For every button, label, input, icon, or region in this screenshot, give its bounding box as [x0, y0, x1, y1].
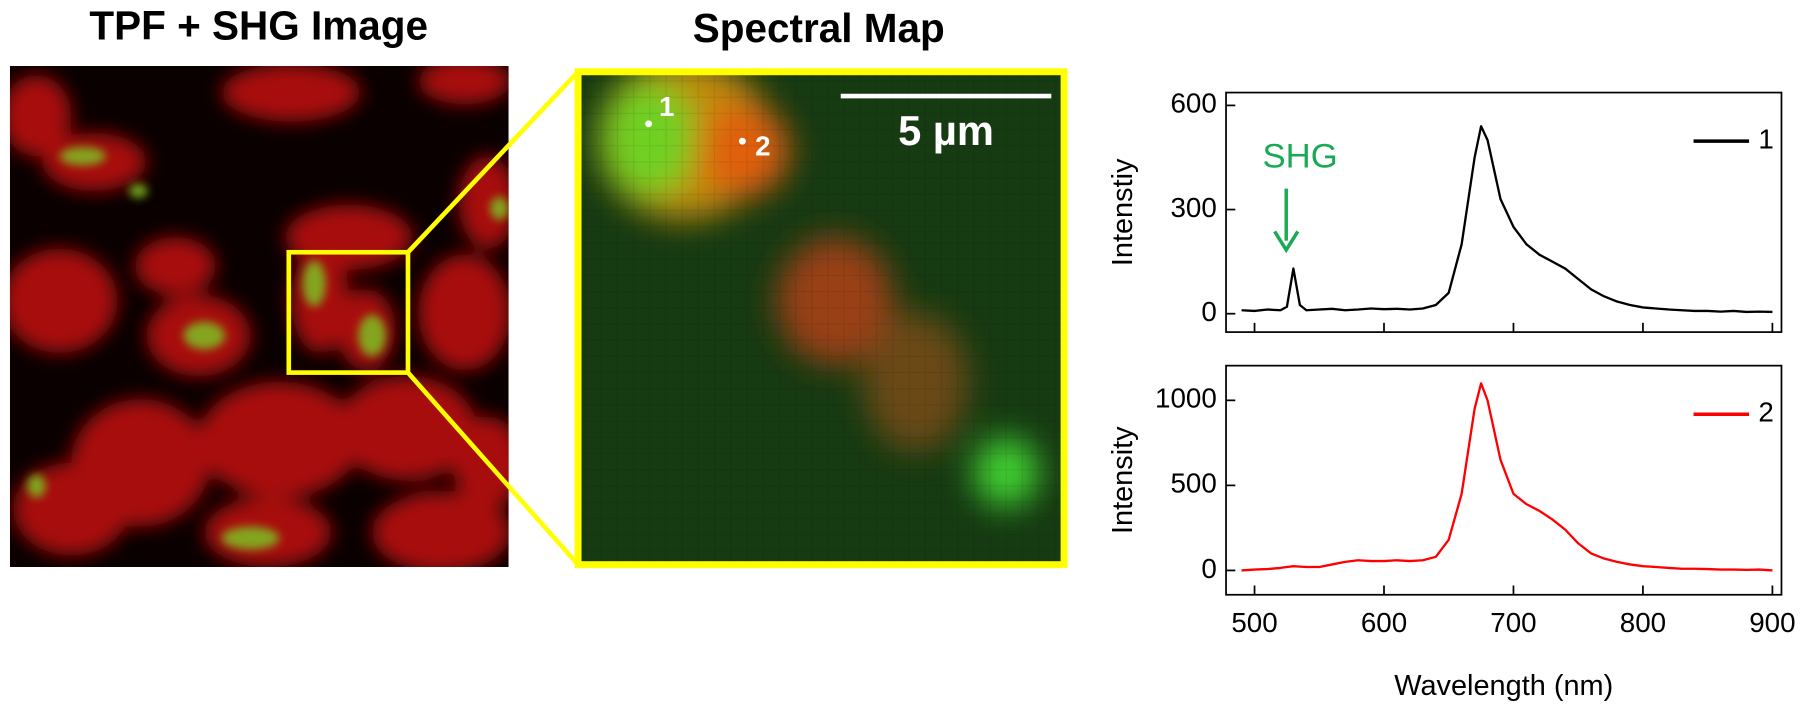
series-line	[1242, 383, 1773, 570]
y-axis-title: Intensity	[1107, 426, 1139, 534]
x-tick-label: 700	[1490, 607, 1536, 638]
plot-frame	[1226, 93, 1781, 333]
map-point	[739, 138, 746, 145]
x-tick-label: 500	[1231, 607, 1277, 638]
plot-frame	[1226, 366, 1781, 595]
y-tick-label: 600	[1170, 88, 1216, 119]
scale-bar-label: 5 µm	[898, 107, 994, 154]
y-tick-label: 300	[1170, 192, 1216, 223]
tpf-image	[2, 58, 523, 573]
panel-title: Spectral Map	[693, 5, 945, 51]
x-axis-title: Wavelength (nm)	[1394, 670, 1613, 702]
panel-title: TPF + SHG Image	[89, 3, 428, 49]
y-tick-label: 0	[1201, 553, 1216, 584]
y-tick-label: 0	[1201, 296, 1216, 327]
x-tick-label: 800	[1620, 607, 1666, 638]
legend-label: 1	[1758, 123, 1773, 154]
map-point-label: 1	[659, 91, 674, 122]
y-tick-label: 1000	[1155, 383, 1217, 414]
legend-label: 2	[1758, 397, 1773, 428]
map-point	[645, 120, 652, 127]
annotation: SHG	[1263, 138, 1338, 176]
figure: TPF + SHG Image Spectral Map	[0, 0, 1818, 707]
x-tick-label: 600	[1361, 607, 1407, 638]
map-point-label: 2	[755, 130, 770, 161]
y-axis-title: Intenstiy	[1107, 158, 1139, 266]
x-tick-label: 900	[1749, 607, 1795, 638]
y-tick-label: 500	[1170, 468, 1216, 499]
